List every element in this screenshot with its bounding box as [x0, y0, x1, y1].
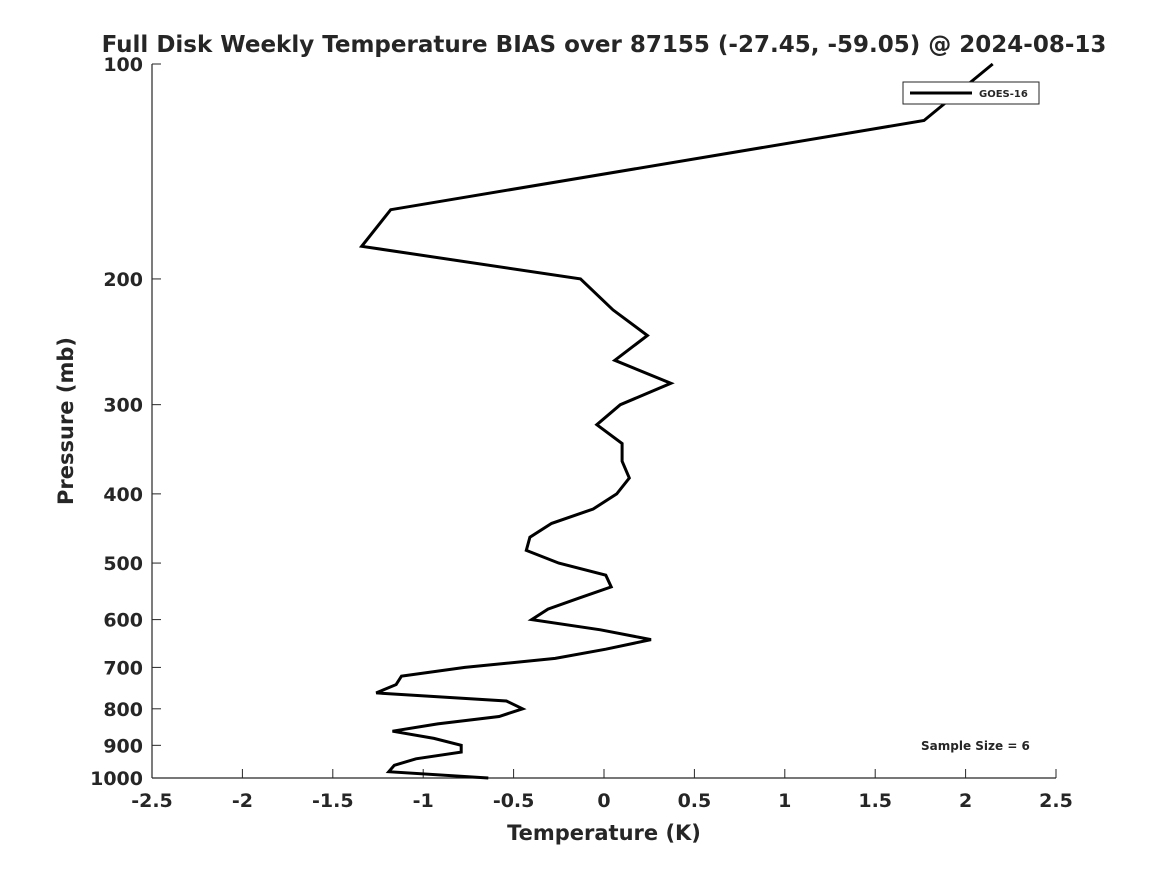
y-tick-label: 600	[103, 610, 143, 632]
y-tick-label: 100	[103, 54, 143, 76]
y-tick-label: 400	[103, 484, 143, 506]
x-tick-label: 2.5	[1039, 790, 1073, 812]
legend[interactable]: GOES-16	[902, 81, 1040, 105]
y-tick-label: 300	[103, 395, 143, 417]
x-tick-label: 2	[959, 790, 972, 812]
x-tick-label: 1.5	[858, 790, 892, 812]
y-tick-label: 1000	[90, 768, 143, 790]
axes	[151, 64, 1056, 779]
y-axis-label: Pressure (mb)	[54, 337, 78, 505]
x-tick-label: -1.5	[312, 790, 354, 812]
chart-title: Full Disk Weekly Temperature BIAS over 8…	[102, 32, 1107, 58]
x-tick-label: 1	[778, 790, 791, 812]
x-tick-label: 0.5	[678, 790, 712, 812]
y-tick-label: 800	[103, 699, 143, 721]
x-tick-label: 0	[597, 790, 610, 812]
x-tick-label: -2	[232, 790, 253, 812]
y-ticks: 100 200 300 400 500 600 700 800 900 1000	[90, 54, 161, 790]
x-tick-label: -0.5	[493, 790, 535, 812]
series-lines	[358, 62, 994, 780]
x-axis-label: Temperature (K)	[507, 821, 701, 845]
y-tick-label: 900	[103, 735, 143, 757]
x-tick-label: -2.5	[131, 790, 173, 812]
sample-size-annotation: Sample Size = 6	[921, 739, 1030, 753]
x-tick-label: -1	[413, 790, 434, 812]
y-tick-label: 200	[103, 269, 143, 291]
y-tick-label: 500	[103, 553, 143, 575]
series-line-goes-16	[358, 62, 994, 780]
x-ticks: -2.5 -2 -1.5 -1 -0.5 0 0.5 1 1.5 2 2.5	[131, 769, 1073, 812]
y-tick-label: 700	[103, 657, 143, 679]
legend-label-goes-16: GOES-16	[979, 89, 1028, 100]
